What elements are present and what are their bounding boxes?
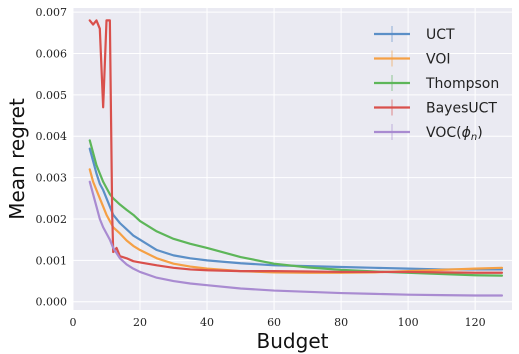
y-axis-label: Mean regret [5,98,29,220]
legend-label: UCT [426,27,455,43]
plot-area [73,8,512,310]
x-axis-ticks: 0 20 40 60 80 100 120 [70,316,486,329]
series-line-voc [88,180,504,297]
y-tick-label: 0.006 [36,48,68,61]
x-tick-label: 40 [200,316,214,329]
series-lines [88,19,504,297]
y-tick-label: 0.002 [36,213,68,226]
x-tick-label: 0 [70,316,77,329]
y-tick-label: 0.007 [36,6,68,19]
x-axis-label: Budget [257,329,329,353]
legend-label: VOI [426,52,450,68]
x-tick-label: 60 [267,316,281,329]
legend-label: Thompson [425,76,499,92]
legend: UCT VOI Thompson BayesUCT VOC(ϕn) [374,26,499,143]
y-tick-label: 0.005 [36,89,68,102]
y-tick-label: 0.000 [36,296,68,309]
grid-lines [72,8,512,310]
series-line-uct [88,147,504,271]
series-line-bayesuct [88,19,504,274]
legend-label: BayesUCT [426,101,497,117]
x-tick-label: 80 [334,316,348,329]
x-tick-label: 100 [398,316,419,329]
legend-label: VOC(ϕn) [426,125,483,143]
y-tick-label: 0.001 [36,254,68,267]
y-tick-label: 0.003 [36,172,68,185]
x-tick-label: 120 [465,316,486,329]
x-tick-label: 20 [133,316,147,329]
y-tick-label: 0.004 [36,130,68,143]
y-axis-ticks: 0.000 0.001 0.002 0.003 0.004 0.005 0.006 0.007 [36,6,68,309]
